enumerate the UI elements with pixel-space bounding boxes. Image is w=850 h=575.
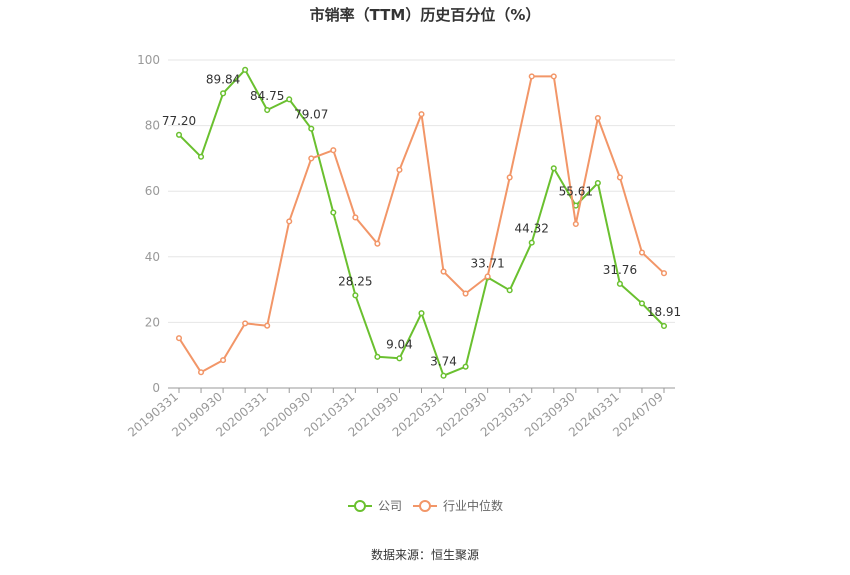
data-point[interactable] — [506, 174, 513, 181]
data-label: 55.61 — [559, 185, 593, 199]
series-line-2 — [178, 75, 665, 374]
data-label: 28.25 — [338, 274, 372, 288]
data-labels: 77.20 89.84 84.75 79.07 28.25 9.04 3.74 33.71 44… — [162, 72, 681, 368]
data-point[interactable] — [330, 209, 337, 216]
y-tick-label: 100 — [137, 53, 160, 67]
data-point[interactable] — [462, 290, 469, 297]
data-point[interactable] — [594, 179, 601, 187]
data-point[interactable] — [308, 125, 315, 132]
data-point[interactable] — [528, 239, 535, 246]
data-point[interactable] — [638, 300, 646, 307]
data-point[interactable] — [286, 218, 293, 225]
data-point[interactable] — [175, 335, 183, 342]
data-point[interactable] — [197, 369, 205, 376]
legend[interactable]: 公司 行业中位数 — [348, 498, 503, 513]
data-point[interactable] — [396, 166, 403, 173]
data-point[interactable] — [352, 292, 359, 299]
y-tick-label: 20 — [145, 315, 160, 329]
data-point[interactable] — [197, 153, 205, 160]
data-point[interactable] — [550, 73, 557, 80]
x-axis: 2019033120190930202003312020093020210331… — [125, 387, 675, 440]
data-label: 84.75 — [250, 89, 284, 103]
data-point[interactable] — [462, 363, 469, 370]
data-point[interactable] — [528, 73, 535, 80]
data-label: 31.76 — [603, 263, 637, 277]
data-point[interactable] — [220, 357, 227, 364]
data-label: 77.20 — [162, 114, 196, 128]
data-point[interactable] — [660, 322, 668, 330]
data-label: 3.74 — [430, 355, 457, 369]
data-point[interactable] — [330, 147, 337, 154]
series-layer — [175, 66, 668, 379]
data-label: 79.07 — [294, 108, 328, 122]
data-point[interactable] — [616, 174, 623, 181]
legend-item-2[interactable]: 行业中位数 — [413, 498, 503, 513]
data-point[interactable] — [440, 372, 447, 379]
data-point[interactable] — [506, 287, 513, 294]
data-label: 18.91 — [647, 305, 681, 319]
source-note: 数据来源：恒生聚源 — [371, 547, 479, 562]
legend-marker — [354, 500, 366, 512]
data-point[interactable] — [660, 270, 668, 277]
data-point[interactable] — [374, 353, 381, 360]
data-label: 89.84 — [206, 72, 240, 86]
data-point[interactable] — [484, 273, 491, 280]
y-tick-label: 0 — [152, 381, 160, 395]
data-label: 9.04 — [386, 337, 413, 351]
data-point[interactable] — [616, 280, 623, 287]
data-point[interactable] — [264, 106, 271, 114]
y-axis: 0 20 40 60 80 100 — [137, 53, 160, 395]
data-label: 33.71 — [470, 256, 504, 270]
legend-label: 行业中位数 — [443, 498, 503, 513]
data-point[interactable] — [396, 355, 403, 362]
y-tick-label: 60 — [145, 184, 160, 198]
data-label: 44.32 — [515, 222, 549, 236]
y-tick-label: 40 — [145, 250, 160, 264]
data-point[interactable] — [264, 322, 271, 329]
data-point[interactable] — [374, 240, 381, 247]
data-point[interactable] — [572, 220, 579, 228]
chart-title: 市销率（TTM）历史百分位（%） — [310, 6, 541, 24]
legend-item-1[interactable]: 公司 — [348, 499, 402, 513]
data-point[interactable] — [418, 111, 425, 118]
legend-marker — [419, 500, 431, 512]
data-point[interactable] — [594, 115, 601, 122]
data-point[interactable] — [418, 310, 425, 317]
grid — [168, 59, 675, 323]
data-point[interactable] — [440, 268, 447, 275]
data-point[interactable] — [242, 320, 249, 327]
data-point[interactable] — [242, 66, 249, 73]
y-tick-label: 80 — [145, 119, 160, 133]
legend-label: 公司 — [378, 499, 402, 513]
data-point[interactable] — [220, 90, 227, 97]
data-point[interactable] — [638, 249, 646, 256]
data-point[interactable] — [352, 214, 359, 221]
data-point[interactable] — [286, 96, 293, 103]
data-point[interactable] — [550, 165, 557, 172]
data-point[interactable] — [308, 155, 315, 162]
data-point[interactable] — [175, 131, 183, 138]
